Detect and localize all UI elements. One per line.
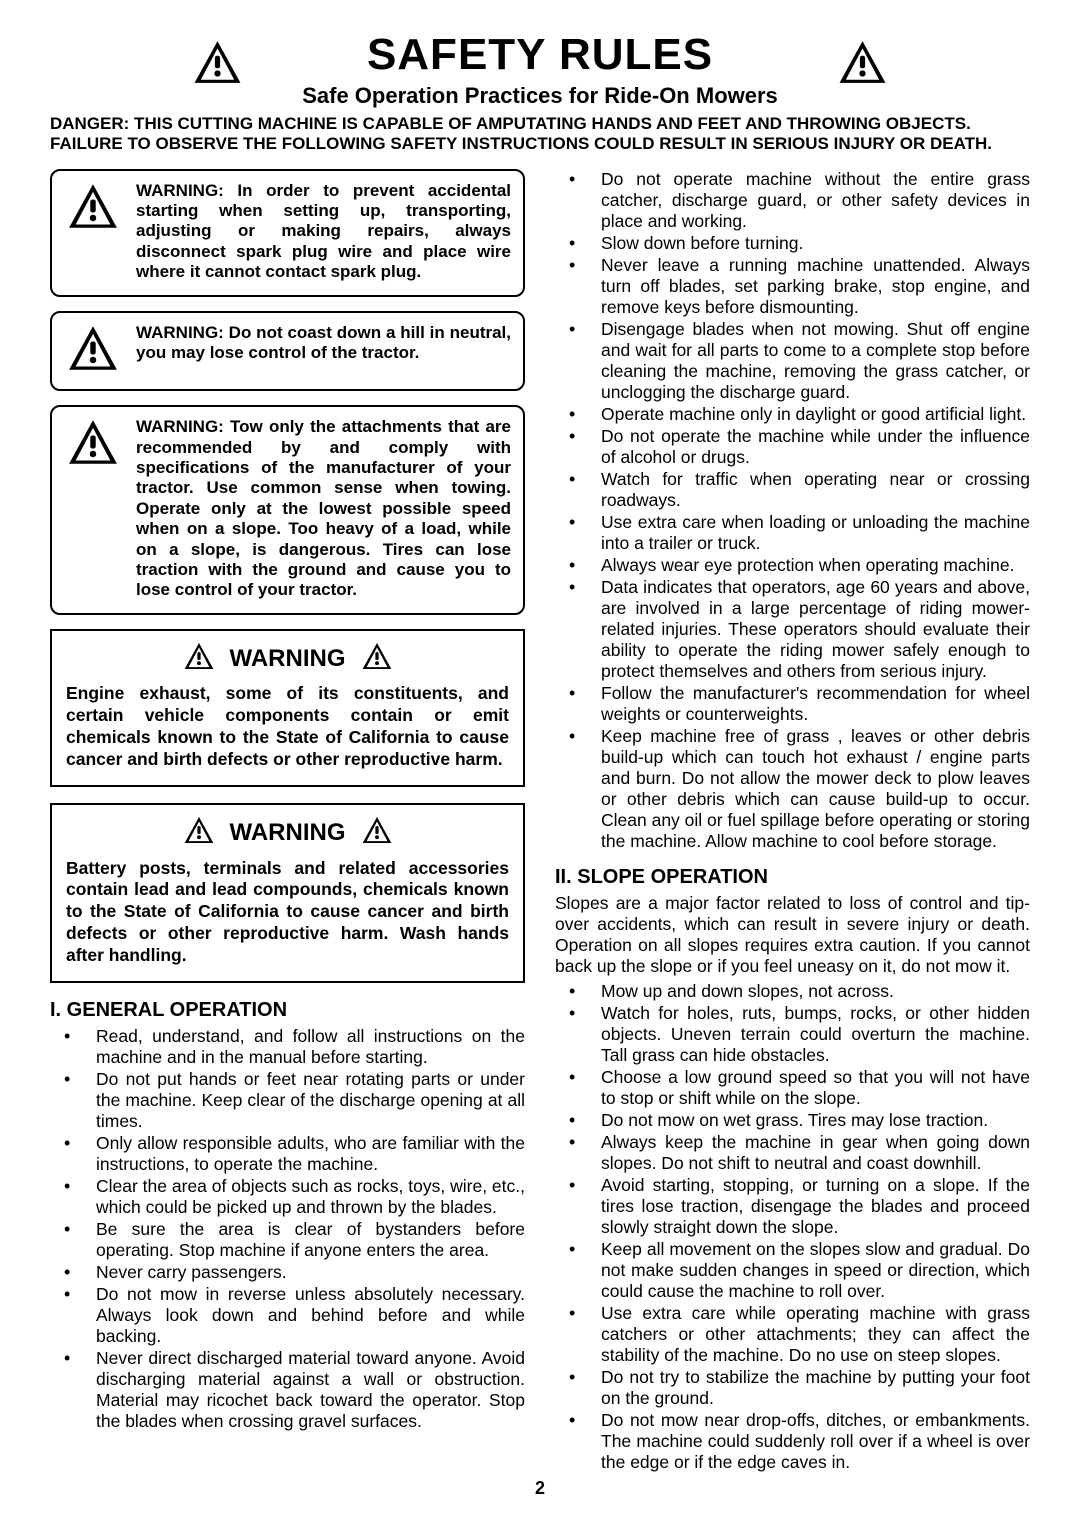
list-item: Do not mow on wet grass. Tires may lose … [555, 1110, 1030, 1131]
list-item: Mow up and down slopes, not across. [555, 981, 1030, 1002]
warning-callout: WARNING Engine exhaust, some of its cons… [50, 629, 525, 787]
warning-box: WARNING: Tow only the attachments that a… [50, 405, 525, 615]
list-item: Do not mow near drop-offs, ditches, or e… [555, 1410, 1030, 1473]
list-item: Keep machine free of grass , leaves or o… [555, 726, 1030, 852]
bullet-list: Read, understand, and follow all instruc… [50, 1026, 525, 1432]
list-item: Always keep the machine in gear when goi… [555, 1132, 1030, 1174]
content-columns: WARNING: In order to prevent accidental … [50, 169, 1030, 1474]
list-item: Follow the manufacturer's recommendation… [555, 683, 1030, 725]
bullet-list: Do not operate machine without the entir… [555, 169, 1030, 852]
list-item: Do not operate the machine while under t… [555, 426, 1030, 468]
danger-statement: DANGER: THIS CUTTING MACHINE IS CAPABLE … [50, 114, 1030, 155]
warning-callout: WARNING Battery posts, terminals and rel… [50, 803, 525, 983]
section-heading: I. GENERAL OPERATION [50, 999, 525, 1022]
warning-label: WARNING [230, 819, 346, 847]
warning-box: WARNING: In order to prevent accidental … [50, 169, 525, 297]
list-item: Disengage blades when not mowing. Shut o… [555, 319, 1030, 403]
list-item: Avoid starting, stopping, or turning on … [555, 1175, 1030, 1238]
list-item: Slow down before turning. [555, 233, 1030, 254]
warning-triangle-icon [64, 417, 122, 472]
warning-triangle-icon [835, 38, 890, 91]
list-item: Read, understand, and follow all instruc… [50, 1026, 525, 1068]
bullet-list: Mow up and down slopes, not across.Watch… [555, 981, 1030, 1473]
list-item: Never direct discharged material toward … [50, 1348, 525, 1432]
section-heading: II. SLOPE OPERATION [555, 866, 1030, 889]
left-column: WARNING: In order to prevent accidental … [50, 169, 525, 1474]
list-item: Never carry passengers. [50, 1262, 525, 1283]
warning-triangle-icon [360, 641, 394, 678]
list-item: Never leave a running machine unattended… [555, 255, 1030, 318]
list-item: Use extra care while operating machine w… [555, 1303, 1030, 1366]
page-number: 2 [50, 1478, 1030, 1499]
warning-triangle-icon [64, 323, 122, 378]
list-item: Choose a low ground speed so that you wi… [555, 1067, 1030, 1109]
warning-box-text: WARNING: In order to prevent accidental … [136, 181, 511, 283]
list-item: Do not put hands or feet near rotating p… [50, 1069, 525, 1132]
warning-triangle-icon [190, 38, 245, 91]
list-item: Always wear eye protection when operatin… [555, 555, 1030, 576]
warning-label: WARNING [230, 645, 346, 673]
warning-triangle-icon [64, 181, 122, 236]
warning-box: WARNING: Do not coast down a hill in neu… [50, 311, 525, 392]
list-item: Watch for traffic when operating near or… [555, 469, 1030, 511]
section-intro: Slopes are a major factor related to los… [555, 893, 1030, 977]
list-item: Watch for holes, ruts, bumps, rocks, or … [555, 1003, 1030, 1066]
warning-callout-header: WARNING [66, 641, 509, 678]
list-item: Only allow responsible adults, who are f… [50, 1133, 525, 1175]
warning-callout-header: WARNING [66, 815, 509, 852]
list-item: Data indicates that operators, age 60 ye… [555, 577, 1030, 682]
page-title: SAFETY RULES [367, 30, 713, 81]
warning-triangle-icon [182, 641, 216, 678]
list-item: Keep all movement on the slopes slow and… [555, 1239, 1030, 1302]
warning-box-text: WARNING: Tow only the attachments that a… [136, 417, 511, 601]
warning-callout-body: Battery posts, terminals and related acc… [66, 858, 509, 967]
list-item: Operate machine only in daylight or good… [555, 404, 1030, 425]
list-item: Be sure the area is clear of bystanders … [50, 1219, 525, 1261]
page-header: SAFETY RULES Safe Operation Practices fo… [50, 30, 1030, 108]
list-item: Do not try to stabilize the machine by p… [555, 1367, 1030, 1409]
list-item: Do not operate machine without the entir… [555, 169, 1030, 232]
list-item: Do not mow in reverse unless absolutely … [50, 1284, 525, 1347]
list-item: Use extra care when loading or unloading… [555, 512, 1030, 554]
list-item: Clear the area of objects such as rocks,… [50, 1176, 525, 1218]
warning-callout-body: Engine exhaust, some of its constituents… [66, 683, 509, 771]
warning-box-text: WARNING: Do not coast down a hill in neu… [136, 323, 511, 364]
warning-triangle-icon [360, 815, 394, 852]
right-column: Do not operate machine without the entir… [555, 169, 1030, 1474]
warning-triangle-icon [182, 815, 216, 852]
